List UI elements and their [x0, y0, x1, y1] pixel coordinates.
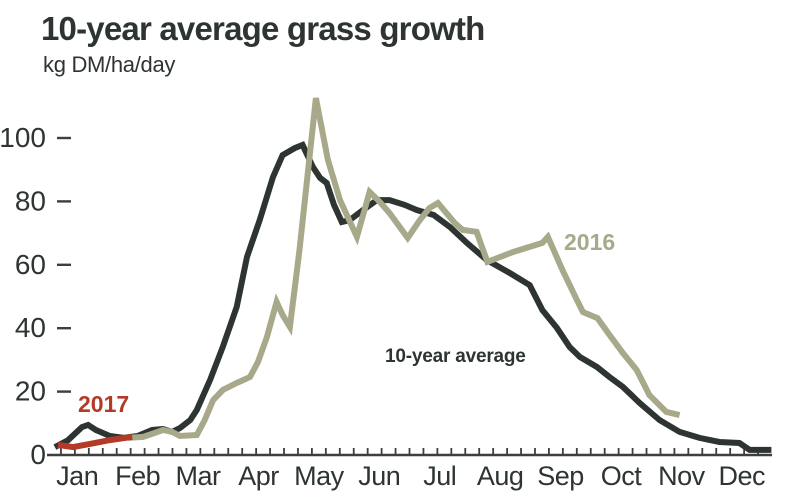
series-label-2016: 2016: [564, 229, 616, 255]
x-axis-month-label: Jan: [56, 461, 98, 491]
x-axis-month-label: Aug: [477, 461, 524, 491]
y-axis-tick-label: 40: [15, 312, 46, 343]
x-axis-month-label: Oct: [601, 461, 643, 491]
x-axis-month-label: Mar: [176, 461, 222, 491]
x-axis-month-label: Jun: [358, 461, 400, 491]
series-label-10-year-average: 10-year average: [385, 346, 526, 367]
y-axis-tick-label: 20: [15, 376, 46, 407]
series-label-2017: 2017: [78, 391, 130, 417]
series-line-10-year-average: [53, 141, 772, 453]
x-axis-month-label: May: [294, 461, 345, 491]
x-axis-month-label: Nov: [658, 461, 706, 491]
x-axis-month-label: Dec: [719, 461, 766, 491]
x-axis-month-label: Apr: [238, 461, 279, 491]
x-axis-month-label: Feb: [115, 461, 160, 491]
y-axis-tick-label: 80: [15, 185, 46, 216]
y-axis-tick-label: 100: [0, 122, 46, 153]
series-line-2017: [57, 433, 133, 451]
y-axis-tick-label: 0: [30, 439, 46, 470]
series-line-2016: [127, 97, 681, 441]
y-axis-tick-label: 60: [15, 249, 46, 280]
chart-unit-label: kg DM/ha/day: [43, 52, 176, 77]
x-axis-month-label: Jul: [423, 461, 456, 491]
x-axis-month-label: Sep: [537, 461, 584, 491]
chart-title: 10-year average grass growth: [41, 10, 485, 47]
